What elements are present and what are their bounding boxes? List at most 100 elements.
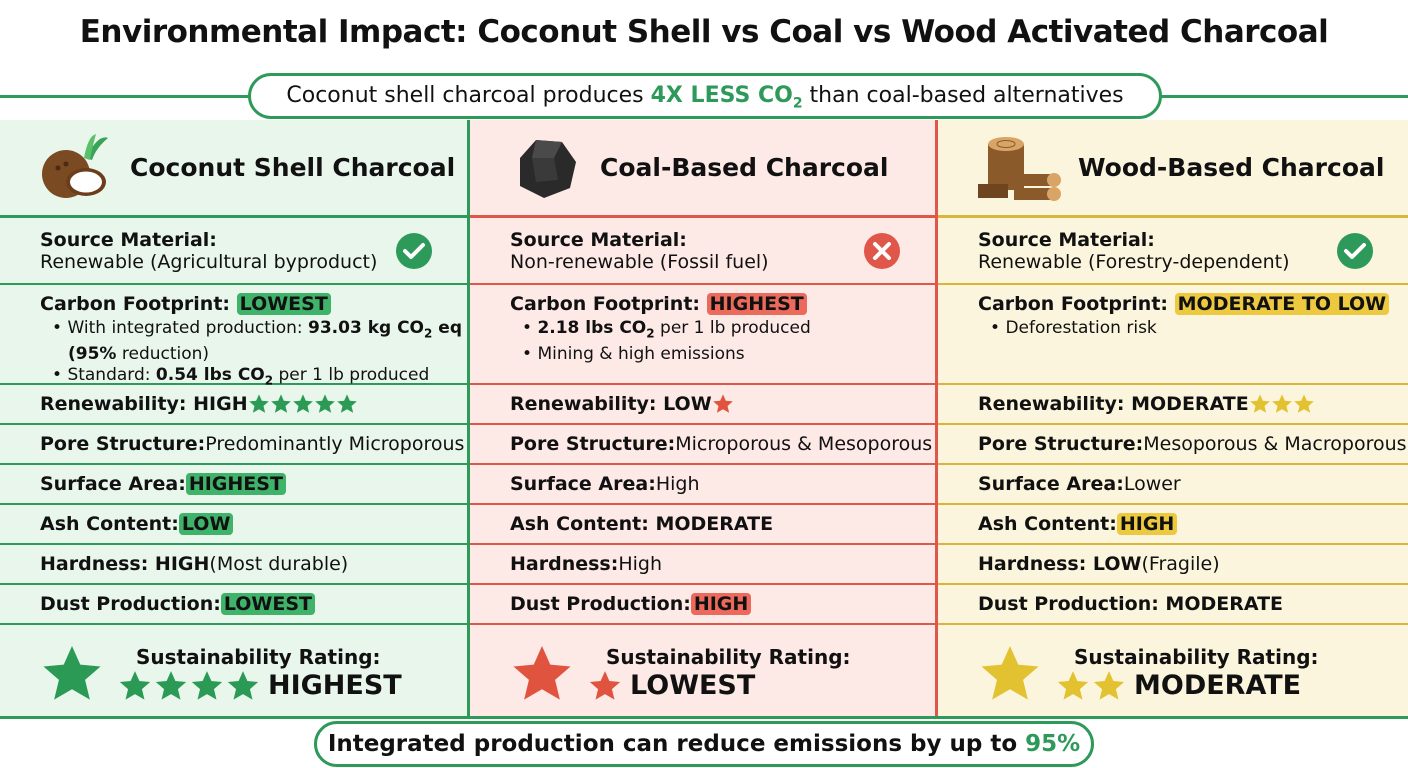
attribute-row: Ash Content: HIGH — [938, 505, 1408, 545]
bullet-text: (95% — [68, 344, 117, 365]
bullet-text: 93.03 kg CO — [308, 318, 425, 338]
row-label: Carbon Footprint: — [510, 293, 707, 315]
row-value: Renewable (Agricultural byproduct) — [40, 250, 378, 273]
attribute-row: Pore Structure: Microporous & Mesoporous — [470, 425, 935, 465]
attribute-row: Surface Area: Lower — [938, 465, 1408, 505]
bullet-text: Standard: — [67, 365, 156, 386]
attribute-row: Hardness: LOW (Fragile) — [938, 545, 1408, 585]
attribute-row: Dust Production: HIGH — [470, 585, 935, 625]
footer-banner: Integrated production can reduce emissio… — [314, 721, 1094, 767]
banner-highlight-text: 4X LESS CO — [650, 83, 793, 108]
row-label: Dust Production: MODERATE — [978, 593, 1284, 615]
carbon-footprint-row: Carbon Footprint: HIGHEST • 2.18 lbs CO2 … — [470, 285, 935, 385]
attribute-row: Hardness: HIGH (Most durable) — [0, 545, 467, 585]
rating-star-icon — [292, 394, 313, 413]
check-icon — [1337, 233, 1373, 269]
headline-banner: Coconut shell charcoal produces 4X LESS … — [248, 73, 1162, 119]
carbon-badge: HIGHEST — [706, 293, 807, 315]
rating-star-icon — [1249, 394, 1270, 413]
row-label: Surface Area: — [40, 473, 186, 495]
banner-subscript: 2 — [792, 95, 803, 112]
large-star-icon — [513, 645, 571, 700]
x-icon — [864, 233, 900, 269]
row-label: Source Material: — [40, 228, 217, 251]
page-title: Environmental Impact: Coconut Shell vs C… — [79, 14, 1329, 50]
footer-highlight: 95% — [1025, 731, 1081, 757]
sustainability-rating: Sustainability Rating: MODERATE — [938, 625, 1408, 722]
carbon-badge: LOWEST — [236, 293, 331, 315]
attribute-row: Renewability: LOW — [470, 385, 935, 425]
attribute-row: Dust Production: MODERATE — [938, 585, 1408, 625]
rating-star-icon — [336, 394, 357, 413]
wood-log-icon — [978, 136, 1061, 201]
row-value: (Fragile) — [1141, 553, 1220, 575]
carbon-badge: MODERATE TO LOW — [1174, 293, 1390, 315]
coal-icon — [520, 139, 576, 198]
row-label: Surface Area: — [978, 473, 1124, 495]
bullet-text: Mining & high emissions — [537, 344, 745, 365]
column-title: Wood-Based Charcoal — [1078, 153, 1385, 182]
carbon-footprint-row: Carbon Footprint: LOWEST • With integrate… — [0, 285, 467, 388]
bullet-item: • Mining & high emissions — [522, 344, 745, 365]
attribute-row: Pore Structure: Mesoporous & Macroporous — [938, 425, 1408, 465]
column-red: Coal-Based Charcoal Source Material: Non-r… — [470, 120, 938, 718]
bullet-text: With integrated production: — [67, 318, 308, 338]
row-value: High — [655, 473, 700, 495]
attribute-row: Ash Content: LOW — [0, 505, 467, 545]
attribute-row: Renewability: MODERATE — [938, 385, 1408, 425]
row-label: Hardness: LOW — [978, 553, 1142, 575]
column-title: Coal-Based Charcoal — [600, 153, 889, 182]
row-label: Dust Production: — [40, 593, 221, 615]
row-label: Renewability: HIGH — [40, 393, 248, 415]
rating-star-icon — [191, 670, 223, 700]
carbon-footprint-row: Carbon Footprint: MODERATE TO LOW • Defor… — [938, 285, 1408, 385]
bullet-text: 2.18 lbs CO — [537, 318, 647, 338]
row-label: Hardness: — [510, 553, 619, 575]
bullet-text: 2 — [646, 326, 655, 341]
row-value: Non-renewable (Fossil fuel) — [510, 250, 769, 273]
row-label: Source Material: — [978, 228, 1155, 251]
row-label: Dust Production: — [510, 593, 691, 615]
column-header: Coconut Shell Charcoal — [0, 120, 467, 218]
row-badge: HIGH — [1116, 513, 1178, 535]
rating-star-icon — [1271, 394, 1292, 413]
attribute-row: Surface Area: HIGHEST — [0, 465, 467, 505]
column-yellow: Wood-Based Charcoal Source Material: Renew… — [938, 120, 1408, 718]
sustainability-rating: Sustainability Rating: LOWEST — [470, 625, 935, 722]
rating-star-icon — [1093, 670, 1125, 700]
bullet-text: reduction) — [116, 344, 210, 365]
row-label: Ash Content: MODERATE — [510, 513, 774, 535]
rating-star-icon — [119, 670, 151, 700]
row-label: Carbon Footprint: — [978, 293, 1175, 315]
row-value: Mesoporous & Macroporous — [1143, 433, 1407, 455]
rating-label: Sustainability Rating: — [606, 644, 851, 669]
rating-star-icon — [314, 394, 335, 413]
source-material-row: Source Material: Renewable (Forestry-depe… — [938, 218, 1408, 285]
row-badge: LOW — [178, 513, 234, 535]
large-star-icon — [981, 645, 1039, 700]
banner-text-end: than coal-based alternatives — [802, 83, 1124, 108]
bullet-item: • With integrated production: 93.03 kg C… — [52, 318, 462, 365]
row-label: Surface Area: — [510, 473, 656, 495]
row-value: Microporous & Mesoporous — [675, 433, 933, 455]
bullet-text: Deforestation risk — [1005, 318, 1157, 338]
row-label: Pore Structure: — [978, 433, 1144, 455]
attribute-row: Renewability: HIGH — [0, 385, 467, 425]
bullet-text: eq — [432, 318, 462, 338]
large-star-icon — [43, 645, 101, 700]
row-value: High — [618, 553, 662, 575]
row-badge: HIGHEST — [185, 473, 286, 495]
comparison-columns: Coconut Shell Charcoal Source Material: Re… — [0, 120, 1408, 718]
row-label: Carbon Footprint: — [40, 293, 237, 315]
footer-text: Integrated production can reduce emissio… — [327, 731, 1026, 757]
rating-label: Sustainability Rating: — [136, 644, 381, 669]
attribute-row: Ash Content: MODERATE — [470, 505, 935, 545]
row-badge: LOWEST — [220, 593, 315, 615]
rating-value: MODERATE — [1134, 670, 1302, 701]
column-green: Coconut Shell Charcoal Source Material: Re… — [0, 120, 470, 718]
row-label: Pore Structure: — [510, 433, 676, 455]
column-header: Wood-Based Charcoal — [938, 120, 1408, 218]
bullet-item: • Deforestation risk — [990, 318, 1157, 338]
rating-star-icon — [227, 670, 259, 700]
bullet-text: 2 — [264, 373, 274, 388]
